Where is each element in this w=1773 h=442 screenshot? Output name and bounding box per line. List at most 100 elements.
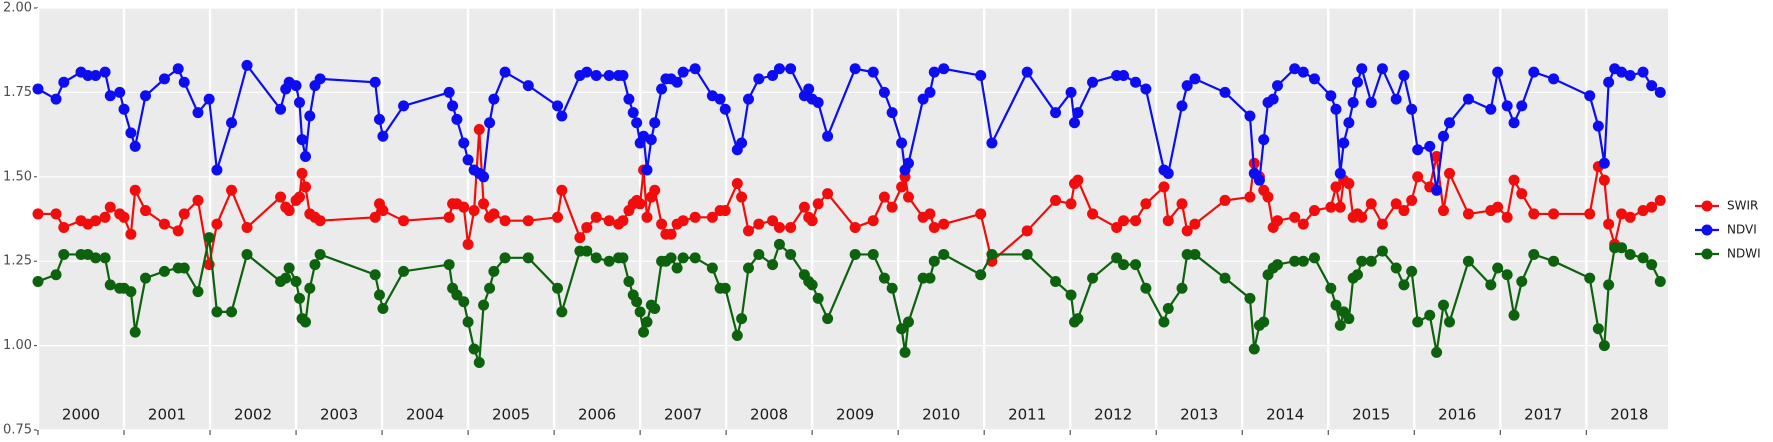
data-point: [226, 117, 238, 129]
data-point: [1021, 66, 1033, 78]
data-point: [1253, 174, 1265, 186]
data-point: [731, 178, 743, 190]
data-point: [581, 66, 593, 78]
data-point: [296, 134, 308, 146]
data-point: [50, 208, 62, 220]
data-point: [300, 316, 312, 328]
data-point: [899, 346, 911, 358]
data-point: [1111, 252, 1123, 264]
data-point: [1189, 73, 1201, 85]
legend-label: NDVI: [1727, 223, 1757, 237]
data-point: [1616, 66, 1628, 78]
data-point: [241, 221, 253, 233]
data-point: [665, 252, 677, 264]
data-point: [377, 130, 389, 142]
data-point: [1271, 80, 1283, 92]
data-point: [1548, 73, 1560, 85]
data-point: [896, 181, 908, 193]
data-point: [742, 225, 754, 237]
data-point: [1485, 103, 1497, 115]
data-point: [1431, 184, 1443, 196]
data-point: [283, 262, 295, 274]
data-point: [556, 306, 568, 318]
data-point: [1258, 134, 1270, 146]
data-point: [314, 248, 326, 260]
data-point: [129, 326, 141, 338]
data-point: [1501, 269, 1513, 281]
data-point: [1598, 340, 1610, 352]
data-point: [1654, 194, 1666, 206]
data-point: [867, 215, 879, 227]
data-point: [99, 252, 111, 264]
data-point: [104, 279, 116, 291]
data-point: [1637, 252, 1649, 264]
data-point: [1050, 275, 1062, 287]
data-point: [803, 83, 815, 95]
data-point: [689, 63, 701, 75]
data-point: [1021, 225, 1033, 237]
data-point: [1158, 316, 1170, 328]
data-point: [478, 171, 490, 183]
data-point: [1624, 248, 1636, 260]
data-point: [314, 73, 326, 85]
data-point: [1189, 248, 1201, 260]
data-point: [631, 117, 643, 129]
data-point: [1376, 63, 1388, 75]
data-point: [677, 215, 689, 227]
data-point: [443, 211, 455, 223]
data-point: [1584, 208, 1596, 220]
data-point: [1462, 208, 1474, 220]
x-tick-label: 2003: [320, 406, 358, 424]
data-point: [1646, 201, 1658, 213]
data-point: [458, 201, 470, 213]
data-point: [499, 66, 511, 78]
data-point: [1140, 282, 1152, 294]
data-point: [1118, 70, 1130, 82]
data-point: [822, 313, 834, 325]
data-point: [1330, 181, 1342, 193]
data-point: [1338, 137, 1350, 149]
data-point: [478, 299, 490, 311]
data-point: [1325, 90, 1337, 102]
data-point: [314, 215, 326, 227]
data-point: [603, 255, 615, 267]
data-point: [812, 97, 824, 109]
data-point: [1140, 83, 1152, 95]
data-point: [1424, 140, 1436, 152]
data-point: [373, 113, 385, 125]
x-tick-label: 2018: [1610, 406, 1648, 424]
data-point: [32, 83, 44, 95]
data-point: [1087, 76, 1099, 88]
data-point: [975, 70, 987, 82]
data-point: [129, 140, 141, 152]
data-point: [462, 316, 474, 328]
data-point: [140, 90, 152, 102]
data-point: [574, 232, 586, 244]
data-point: [1528, 208, 1540, 220]
data-point: [58, 76, 70, 88]
data-point: [1111, 221, 1123, 233]
data-point: [1267, 93, 1279, 105]
data-point: [1130, 259, 1142, 271]
data-point: [736, 137, 748, 149]
data-point: [1219, 194, 1231, 206]
data-point: [158, 218, 170, 230]
data-point: [499, 252, 511, 264]
data-point: [1308, 252, 1320, 264]
data-point: [1398, 70, 1410, 82]
data-point: [1181, 225, 1193, 237]
data-point: [369, 269, 381, 281]
data-point: [627, 107, 639, 119]
data-point: [1248, 343, 1260, 355]
data-point: [468, 343, 480, 355]
data-point: [1646, 259, 1658, 271]
x-tick-label: 2011: [1008, 406, 1046, 424]
data-point: [1462, 255, 1474, 267]
data-point: [867, 66, 879, 78]
data-point: [849, 63, 861, 75]
data-point: [99, 211, 111, 223]
data-point: [1219, 86, 1231, 98]
data-point: [1176, 198, 1188, 210]
data-point: [451, 289, 463, 301]
data-point: [1516, 275, 1528, 287]
